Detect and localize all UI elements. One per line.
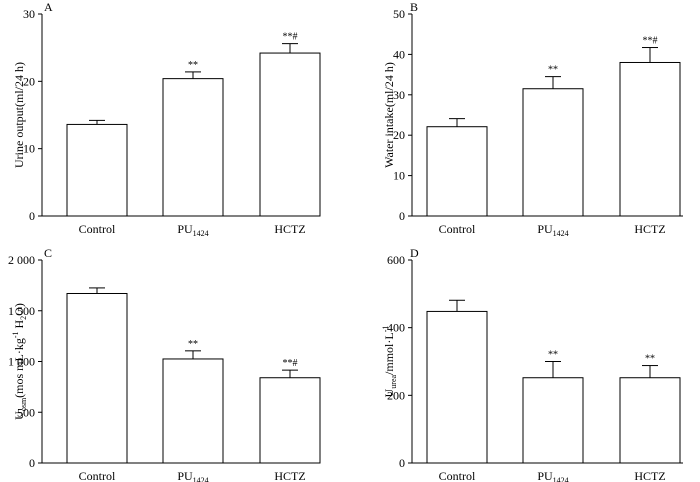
panel-letter: B [410,0,418,14]
bar-hctz [259,52,321,217]
category-label: HCTZ [634,469,665,482]
panel-letter: D [410,246,419,260]
y-tick-label: 40 [393,47,405,61]
bar-pu [522,88,584,217]
significance-label: ** [548,65,558,76]
category-label: Control [439,469,476,482]
y-tick-label: 500 [17,405,35,419]
y-tick-label: 20 [23,74,35,88]
bar-control [66,123,128,217]
panel-B: B 0 10 20 30 40 50 Water intake(ml/24 h) Control… [382,0,683,238]
category-label: HCTZ [274,469,305,482]
y-tick-label: 1 000 [8,355,35,369]
y-tick-label: 600 [387,253,405,267]
significance-label: **# [283,32,298,43]
y-tick-label: 0 [399,209,405,223]
bar-pu [162,78,224,217]
significance-label: ** [188,60,198,71]
panel-letter: C [44,246,52,260]
y-tick-label: 0 [399,456,405,470]
significance-label: **# [643,36,658,47]
bar-control [426,126,488,217]
panel-C: C 0 500 1 000 1 500 2 000 Uosm(mos mL·kg-1 H2O… [8,246,321,482]
y-tick-label: 50 [393,7,405,21]
y-tick-label: 10 [393,169,405,183]
category-label: HCTZ [274,222,305,236]
category-label: PU1424 [537,469,568,482]
bar-control [66,292,128,464]
bar-pu [162,358,224,464]
y-tick-label: 30 [23,7,35,21]
y-axis-label: Urine output(ml/24 h) [12,62,26,168]
y-axis-label: Uurea/mmol·L-1 [381,326,398,398]
panel-letter: A [44,0,53,14]
significance-label: **# [283,358,298,369]
y-tick-label: 20 [393,128,405,142]
category-label: PU1424 [537,222,568,238]
significance-label: ** [188,339,198,350]
category-label: Control [79,469,116,482]
y-tick-label: 0 [29,209,35,223]
y-tick-label: 2 000 [8,253,35,267]
panel-D: D 0 200 400 600 Uurea/mmol·L-1 Control ** PU1424… [381,246,683,482]
y-tick-label: 0 [29,456,35,470]
y-axis-label: Uosm(mos mL·kg-1 H2O) [11,303,28,420]
bar-pu [522,377,584,464]
y-tick-label: 1 500 [8,304,35,318]
y-axis-label: Water intake(ml/24 h) [382,62,396,168]
bar-hctz [259,377,321,464]
category-label: HCTZ [634,222,665,236]
significance-label: ** [645,354,655,365]
y-tick-label: 10 [23,142,35,156]
bar-hctz [619,61,681,217]
category-label: PU1424 [177,222,208,238]
bar-control [426,310,488,464]
category-label: PU1424 [177,469,208,482]
panel-A: A 0 10 20 30 Urine output(ml/24 h) Control ** PU… [12,0,321,238]
y-tick-label: 200 [387,388,405,402]
category-label: Control [439,222,476,236]
y-tick-label: 400 [387,321,405,335]
significance-label: ** [548,350,558,361]
y-tick-label: 30 [393,88,405,102]
bar-hctz [619,377,681,464]
category-label: Control [79,222,116,236]
